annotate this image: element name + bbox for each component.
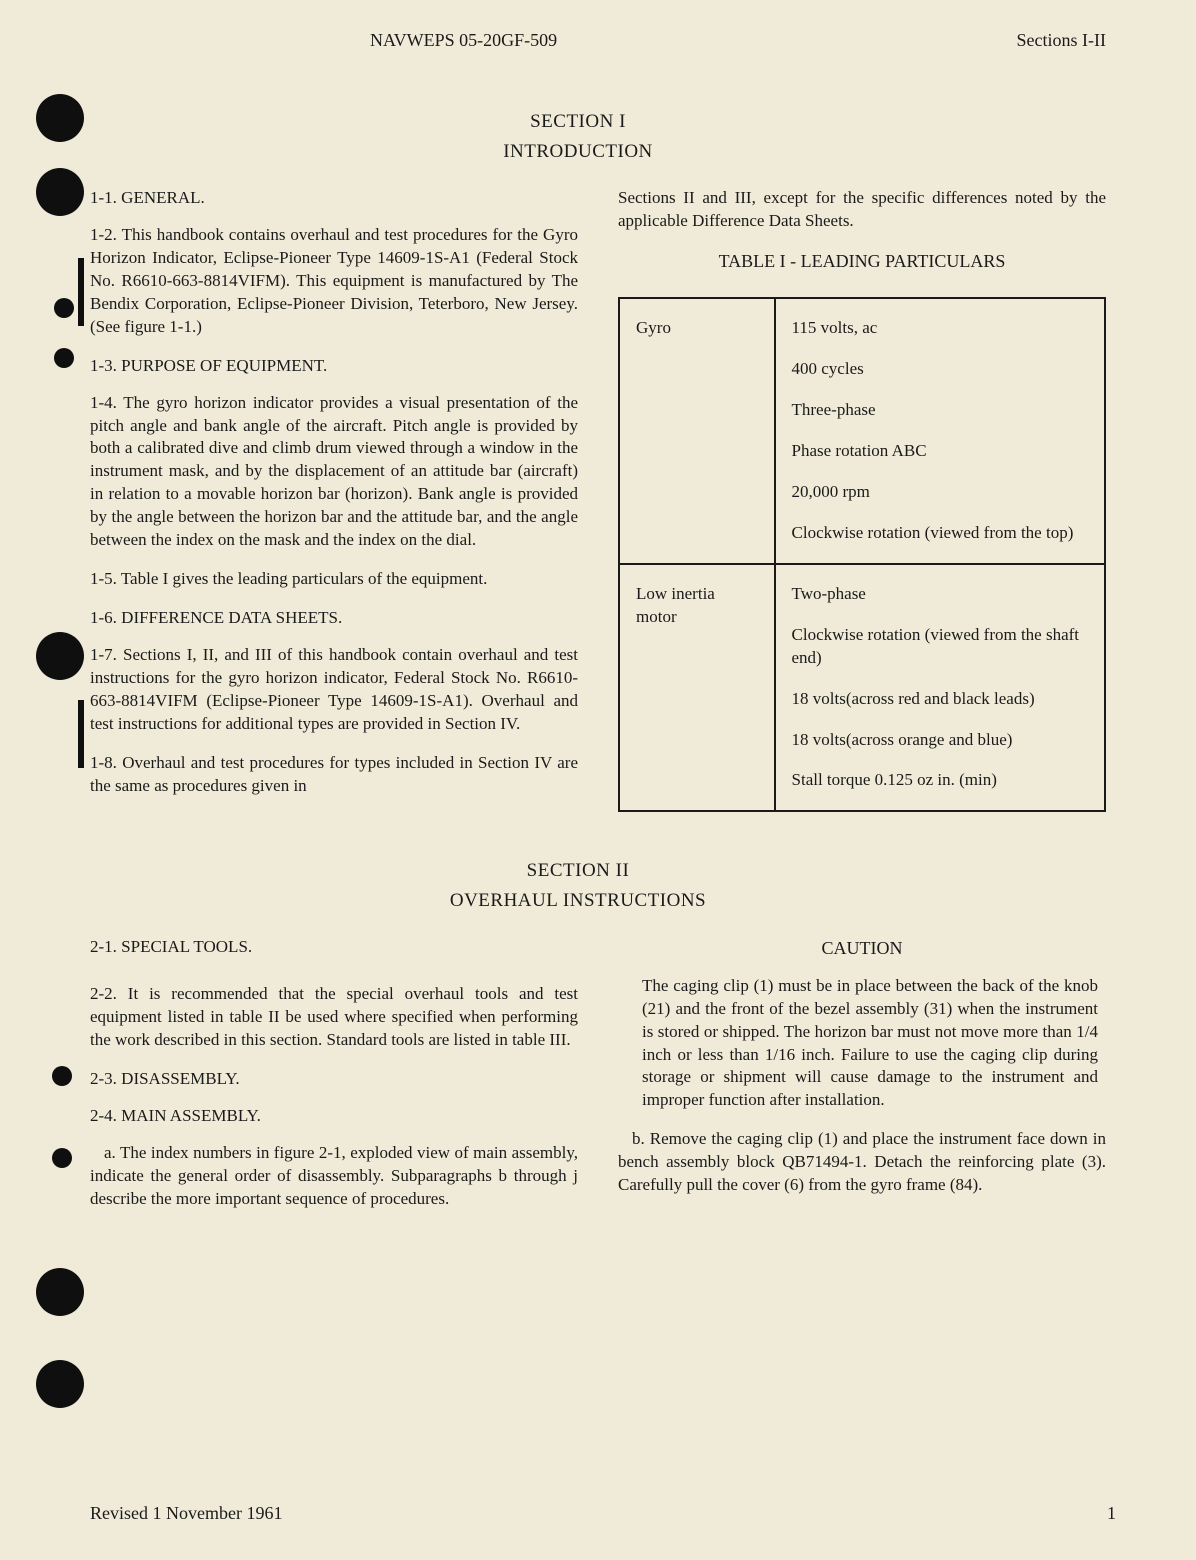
document-page: NAVWEPS 05-20GF-509 Sections I-II SECTIO…	[0, 0, 1196, 1560]
section-2-title: SECTION II	[40, 860, 1116, 882]
table-value: 20,000 rpm	[792, 481, 1088, 504]
section-2-right-column: CAUTION The caging clip (1) must be in p…	[618, 936, 1106, 1210]
table-value: 18 volts(across orange and blue)	[792, 729, 1088, 752]
punch-hole	[52, 1066, 72, 1086]
paragraph-1-4: 1-4. The gyro horizon indicator provides…	[90, 392, 578, 553]
page-footer: Revised 1 November 1961 1	[90, 1503, 1116, 1524]
punch-hole	[52, 1148, 72, 1168]
heading-2-3: 2-3. DISASSEMBLY.	[90, 1068, 578, 1091]
punch-hole	[54, 298, 74, 318]
table-value: Clockwise rotation (viewed from the shaf…	[792, 624, 1088, 670]
heading-1-1: 1-1. GENERAL.	[90, 187, 578, 210]
table-cell-values: 115 volts, ac 400 cycles Three-phase Pha…	[775, 298, 1105, 564]
table-cell-label: Low inertia motor	[619, 564, 775, 812]
paragraph-2-4a: a. The index numbers in figure 2-1, expl…	[90, 1142, 578, 1211]
table-leading-particulars: Gyro 115 volts, ac 400 cycles Three-phas…	[618, 297, 1106, 812]
revision-date: Revised 1 November 1961	[90, 1503, 282, 1524]
table-value: 18 volts(across red and black leads)	[792, 688, 1088, 711]
paragraph-1-2: 1-2. This handbook contains overhaul and…	[90, 224, 578, 339]
punch-hole	[36, 94, 84, 142]
table-cell-label: Gyro	[619, 298, 775, 564]
table-1-title: TABLE I - LEADING PARTICULARS	[618, 249, 1106, 273]
paragraph-2-2: 2-2. It is recommended that the special …	[90, 983, 578, 1052]
section-2-subtitle: OVERHAUL INSTRUCTIONS	[40, 890, 1116, 912]
paragraph-1-8-cont: Sections II and III, except for the spec…	[618, 187, 1106, 233]
table-value: Three-phase	[792, 399, 1088, 422]
punch-hole	[54, 348, 74, 368]
heading-1-3: 1-3. PURPOSE OF EQUIPMENT.	[90, 355, 578, 378]
table-cell-values: Two-phase Clockwise rotation (viewed fro…	[775, 564, 1105, 812]
heading-2-4: 2-4. MAIN ASSEMBLY.	[90, 1105, 578, 1128]
punch-hole	[36, 1268, 84, 1316]
section-2-left-column: 2-1. SPECIAL TOOLS. 2-2. It is recommend…	[90, 936, 578, 1210]
table-value: Clockwise rotation (viewed from the top)	[792, 522, 1088, 545]
heading-1-6: 1-6. DIFFERENCE DATA SHEETS.	[90, 607, 578, 630]
table-row: Gyro 115 volts, ac 400 cycles Three-phas…	[619, 298, 1105, 564]
caution-heading: CAUTION	[618, 936, 1106, 960]
paragraph-1-5: 1-5. Table I gives the leading particula…	[90, 568, 578, 591]
caution-body: The caging clip (1) must be in place bet…	[618, 975, 1106, 1113]
punch-hole	[36, 168, 84, 216]
section-2-body: 2-1. SPECIAL TOOLS. 2-2. It is recommend…	[40, 936, 1116, 1210]
section-range: Sections I-II	[1017, 30, 1106, 51]
punch-hole	[36, 1360, 84, 1408]
table-value: Stall torque 0.125 oz in. (min)	[792, 769, 1088, 792]
table-value: 115 volts, ac	[792, 317, 1088, 340]
heading-2-1: 2-1. SPECIAL TOOLS.	[90, 936, 578, 959]
table-value: Phase rotation ABC	[792, 440, 1088, 463]
section-1-body: 1-1. GENERAL. 1-2. This handbook contain…	[40, 187, 1116, 812]
paragraph-1-7: 1-7. Sections I, II, and III of this han…	[90, 644, 578, 736]
change-bar	[78, 700, 84, 768]
change-bar	[78, 258, 84, 326]
table-row: Low inertia motor Two-phase Clockwise ro…	[619, 564, 1105, 812]
table-value: Two-phase	[792, 583, 1088, 606]
section-1-left-column: 1-1. GENERAL. 1-2. This handbook contain…	[90, 187, 578, 812]
section-1-subtitle: INTRODUCTION	[40, 141, 1116, 163]
section-1-title: SECTION I	[40, 111, 1116, 133]
doc-id: NAVWEPS 05-20GF-509	[370, 30, 557, 51]
paragraph-2-4b: b. Remove the caging clip (1) and place …	[618, 1128, 1106, 1197]
table-value: 400 cycles	[792, 358, 1088, 381]
paragraph-1-8: 1-8. Overhaul and test procedures for ty…	[90, 752, 578, 798]
punch-hole	[36, 632, 84, 680]
section-1-right-column: Sections II and III, except for the spec…	[618, 187, 1106, 812]
page-number: 1	[1107, 1503, 1116, 1524]
page-header: NAVWEPS 05-20GF-509 Sections I-II	[40, 30, 1116, 51]
